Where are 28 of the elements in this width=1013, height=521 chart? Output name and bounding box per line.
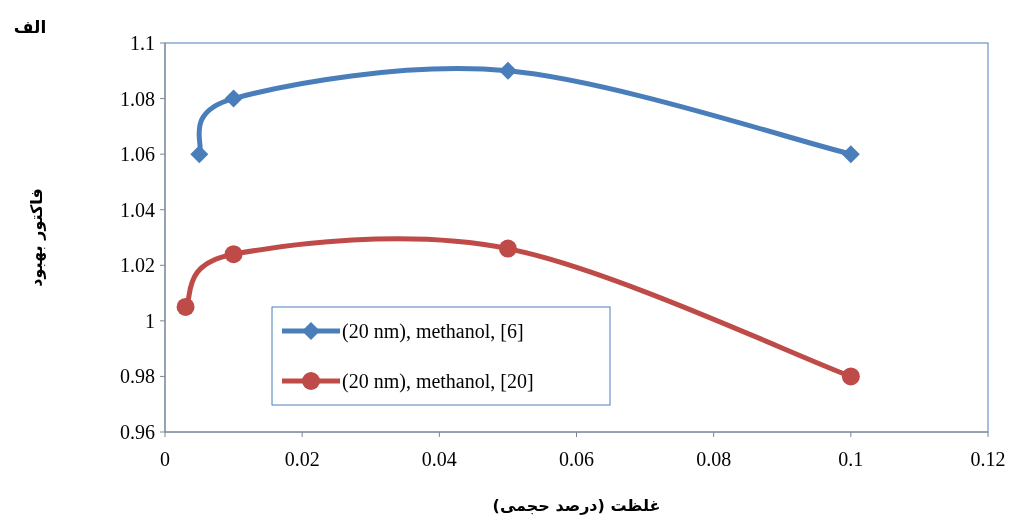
x-tick-label: 0.1	[838, 448, 864, 470]
y-tick-label: 1.1	[130, 32, 155, 54]
x-tick-label: 0	[160, 448, 170, 470]
y-tick-label: 1	[145, 309, 155, 332]
x-tick-label: 0.12	[970, 448, 1006, 470]
y-tick-label: 0.96	[120, 421, 155, 443]
x-tick-label: 0.08	[696, 448, 732, 470]
point	[190, 145, 209, 164]
point	[176, 297, 195, 316]
x-tick-label: 0.06	[559, 448, 594, 470]
point	[841, 367, 860, 386]
x-tick-label: 0.04	[421, 448, 457, 470]
y-axis-title: فاکتور بهبود	[27, 188, 46, 287]
point	[224, 89, 243, 108]
point	[224, 245, 243, 264]
y-tick-label: 1.08	[120, 87, 155, 110]
point	[498, 61, 517, 80]
x-axis-title: غلظت (درصد حجمی)	[492, 496, 661, 515]
point	[498, 239, 517, 258]
legend-label: (20 nm), methanol, [6]	[342, 320, 524, 343]
legend-label: (20 nm), methanol, [20]	[342, 370, 534, 393]
y-tick-label: 1.04	[120, 198, 155, 221]
point	[841, 145, 860, 164]
y-tick-label: 1.02	[120, 254, 155, 277]
x-tick-label: 0.02	[284, 448, 320, 470]
chart-title: الف	[13, 17, 47, 37]
y-tick-label: 0.98	[120, 365, 155, 388]
y-tick-label: 1.06	[120, 143, 155, 166]
